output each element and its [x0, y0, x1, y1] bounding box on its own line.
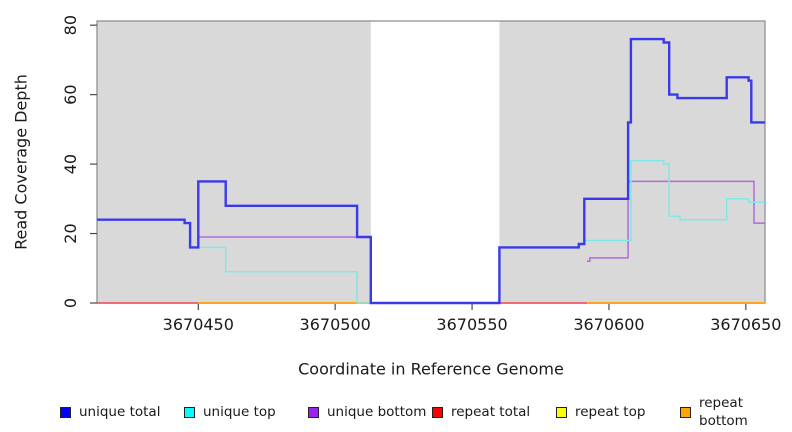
series-line-unique-total [97, 37, 765, 305]
y-tick-label: 40 [61, 154, 80, 174]
legend-item: unique total [60, 403, 160, 421]
legend-label: repeat top [575, 404, 646, 420]
y-tick-label: 60 [61, 84, 80, 104]
legend-label: unique bottom [327, 404, 427, 420]
legend-item: repeat top [556, 403, 645, 421]
legend-label: unique top [203, 404, 276, 420]
legend-label: repeat bottom [699, 395, 748, 429]
y-tick-label: 20 [61, 223, 80, 243]
x-tick-label: 3670450 [163, 315, 234, 334]
x-tick-label: 3670600 [573, 315, 644, 334]
legend-swatch-icon [308, 406, 319, 418]
legend-item: unique top [184, 403, 276, 421]
series-line-unique-top [198, 159, 765, 304]
y-tick-label: 80 [61, 15, 80, 35]
legend-swatch-icon [432, 406, 443, 418]
coverage-region [97, 21, 371, 303]
legend: unique total unique top unique bottom re… [0, 395, 792, 429]
legend-label: repeat total [451, 404, 531, 420]
legend-label: unique total [79, 404, 161, 420]
coverage-region [499, 21, 765, 303]
legend-item: unique bottom [308, 403, 426, 421]
legend-item: repeat bottom [680, 395, 792, 429]
x-axis-title: Coordinate in Reference Genome [298, 359, 564, 379]
legend-swatch-icon [184, 406, 195, 418]
legend-item: repeat total [432, 403, 530, 421]
legend-swatch-icon [556, 406, 567, 418]
y-tick-label: 0 [61, 298, 80, 308]
x-tick-label: 3670550 [436, 315, 507, 334]
y-axis-title: Read Coverage Depth [11, 74, 31, 250]
x-tick-label: 3670650 [710, 315, 781, 334]
legend-swatch-icon [60, 406, 71, 418]
legend-swatch-icon [680, 406, 691, 418]
x-tick-label: 3670500 [300, 315, 371, 334]
